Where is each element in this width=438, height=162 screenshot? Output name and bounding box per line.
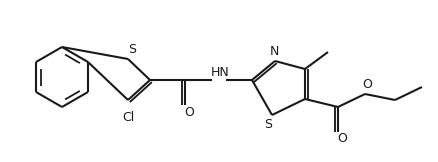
Text: S: S <box>128 44 136 57</box>
Text: S: S <box>264 117 272 131</box>
Text: O: O <box>184 105 194 118</box>
Text: Cl: Cl <box>122 111 134 124</box>
Text: N: N <box>269 46 279 58</box>
Text: O: O <box>337 132 347 145</box>
Text: O: O <box>362 79 372 92</box>
Text: HN: HN <box>211 66 230 79</box>
